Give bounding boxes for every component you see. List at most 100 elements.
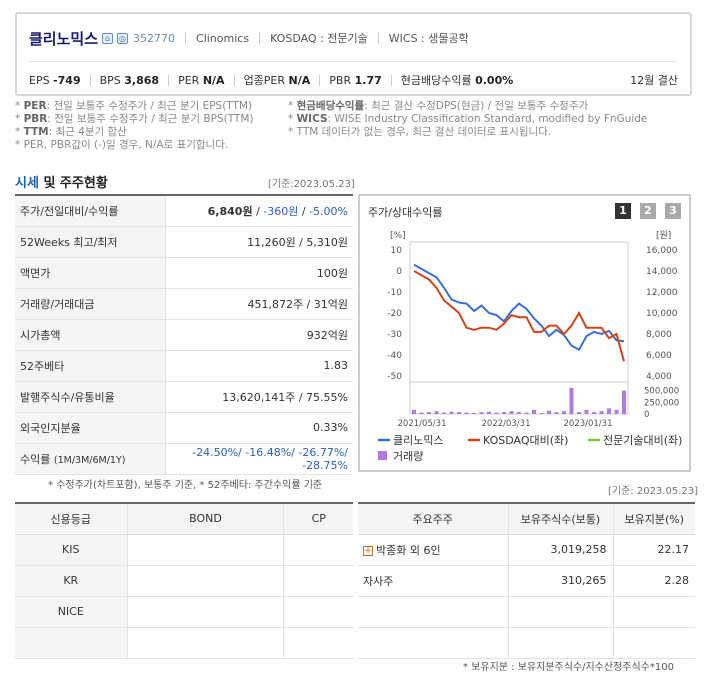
label-text: 수익률	[20, 452, 51, 466]
chart-period-button-1[interactable]: 1	[615, 203, 631, 219]
value-text: -24.50%/ -16.48%/ -26.77%/ -28.75%	[192, 445, 348, 472]
volume-axis-tick: 0	[644, 410, 649, 420]
metric-value: N/A	[202, 73, 225, 87]
credit-bond	[127, 596, 285, 628]
x-axis-tick: 2023/01/31	[564, 419, 613, 429]
price-row-value: 1.83	[165, 350, 353, 382]
value-text: 13,620,141주 / 75.55%	[222, 390, 348, 404]
value-text: 11,260원 / 5,310원	[247, 235, 348, 249]
chart-period-button-2[interactable]: 2	[640, 203, 656, 219]
price-row-value: 13,620,141주 / 75.55%	[165, 381, 353, 413]
left-axis-tick: -10	[387, 288, 402, 298]
holder-name-cell[interactable]: + 박종화 외 6인	[358, 534, 509, 566]
metric-item: PER N/A	[178, 74, 224, 87]
label-text: 발행주식수/유통비율	[20, 390, 115, 404]
credit-agency	[15, 627, 128, 659]
holder-header-shares: 보유주식수(보통)	[508, 503, 614, 535]
holder-header-pct: 보유지분(%)	[613, 503, 695, 535]
holder-name-cell	[358, 627, 509, 659]
company-summary-card: 클리노믹스 ⌂ ◎ 352770 Clinomics KOSDAQ : 전문기술…	[15, 12, 692, 96]
chart-panel: 주가/상대수익률 1 2 3 [%] [원] 10 0 -10 -20 -30 -40 -50 1…	[358, 194, 691, 472]
note-text: : WISE Industry Classification Standard,…	[327, 113, 648, 125]
volume-bar	[419, 412, 424, 414]
market-info: KOSDAQ : 전문기술	[270, 32, 368, 45]
notes-right: * 현금배당수익률: 최근 결산 수정DPS(현금) / 전일 보통주 수정주가…	[288, 100, 647, 139]
metric-label: 업종PER	[243, 74, 286, 87]
volume-bar	[449, 411, 454, 414]
left-axis-tick: 0	[396, 267, 402, 277]
credit-rating-table: 신용등급 BOND CP KIS KR NICE	[15, 502, 353, 659]
price-row-label: 주가/전일대비/수익률	[15, 195, 166, 227]
holder-pct	[613, 627, 695, 659]
divider	[233, 74, 235, 86]
note-key: WICS	[296, 113, 328, 125]
volume-bar	[599, 411, 604, 414]
fiscal-month: 12월 결산	[630, 74, 678, 87]
volume-bar	[554, 412, 559, 414]
metric-item: 현금배당수익률 0.00%	[401, 72, 514, 88]
volume-bar	[487, 411, 491, 414]
holder-name-cell: 자사주	[358, 565, 509, 597]
price-row-value: 100원	[165, 257, 353, 289]
credit-header-cp: CP	[283, 503, 353, 535]
right-axis-tick: 6,000	[646, 351, 672, 361]
volume-bar	[614, 409, 619, 414]
home-icon[interactable]: ⌂	[102, 32, 114, 44]
chart-basis-date: [기준: 2023.05.23]	[608, 486, 699, 497]
price-row-label: 52주베타	[15, 350, 166, 382]
label-sub: (1M/3M/6M/1Y)	[53, 454, 126, 466]
credit-bond	[127, 565, 285, 597]
volume-bar	[524, 412, 529, 414]
value-text: 932억원	[306, 328, 348, 342]
price-row-label: 수익률 (1M/3M/6M/1Y)	[15, 443, 166, 475]
note-text: : 전일 보통주 수정주가 / 최근 분기 BPS(TTM)	[47, 113, 254, 125]
note-line: * 현금배당수익률: 최근 결산 수정DPS(현금) / 전일 보통주 수정주가	[288, 100, 589, 112]
series-line-0	[413, 263, 625, 352]
right-axis-tick: 8,000	[646, 330, 672, 340]
credit-agency: KR	[15, 565, 128, 597]
price-relative-chart: [%] [원] 10 0 -10 -20 -30 -40 -50 16,000 14,000 12,0…	[378, 230, 682, 463]
note-line: * PER: 전일 보통주 수정주가 / 최근 분기 EPS(TTM)	[15, 100, 253, 112]
metric-value: N/A	[288, 74, 311, 87]
credit-cp	[283, 534, 353, 566]
note-key: TTM	[23, 126, 49, 138]
note-line: * PBR: 전일 보통주 수정주가 / 최근 분기 BPS(TTM)	[15, 113, 254, 125]
price-row-value: 932억원	[165, 319, 353, 351]
label-text: 52주베타	[20, 359, 65, 373]
label-text: 거래량/거래대금	[20, 297, 95, 311]
note-text: : 최근 결산 수정DPS(현금) / 전일 보통주 수정주가	[364, 100, 589, 112]
metrics-row: EPS -749 BPS 3,868 PER N/A 업종PER N/A PBR 1.7…	[29, 72, 513, 88]
metric-item: BPS 3,868	[100, 74, 159, 87]
volume-bar	[457, 412, 461, 414]
legend-label: 전문기술대비(좌)	[603, 434, 682, 447]
volume-bar	[434, 411, 439, 414]
legend-swatch	[378, 451, 387, 460]
metric-item: PBR 1.77	[329, 74, 381, 87]
note-line: * TTM 데이터가 없는 경우, 최근 결산 데이터로 표시됩니다.	[288, 126, 552, 138]
metric-label: 현금배당수익률	[400, 74, 472, 87]
divider	[390, 74, 392, 86]
chart-title: 주가/상대수익률	[368, 206, 443, 219]
chart-period-button-3[interactable]: 3	[665, 203, 681, 219]
x-axis-tick: 2022/03/31	[482, 419, 531, 429]
left-axis-tick: -40	[387, 351, 402, 361]
holder-shares: 310,265	[508, 565, 614, 597]
credit-bond	[127, 534, 285, 566]
ir-icon[interactable]: ◎	[117, 32, 129, 44]
expand-plus-icon[interactable]: +	[363, 545, 373, 556]
value-text: 1.83	[323, 359, 349, 372]
right-axis-tick: 10,000	[646, 309, 678, 319]
volume-bar	[494, 412, 499, 414]
holder-shares	[508, 627, 614, 659]
holder-shares	[508, 596, 614, 628]
note-text: : 최근 4분기 합산	[48, 126, 127, 138]
volume-bar	[569, 387, 574, 414]
holder-pct: 2.28	[613, 565, 695, 597]
price-change-pct: -5.00%	[309, 204, 348, 218]
right-axis-tick: 12,000	[646, 288, 678, 298]
holder-pct	[613, 596, 695, 628]
metric-item: EPS -749	[29, 74, 81, 87]
note-key: PBR	[23, 113, 48, 125]
left-axis-tick: -50	[387, 372, 402, 382]
volume-bar	[412, 409, 416, 414]
